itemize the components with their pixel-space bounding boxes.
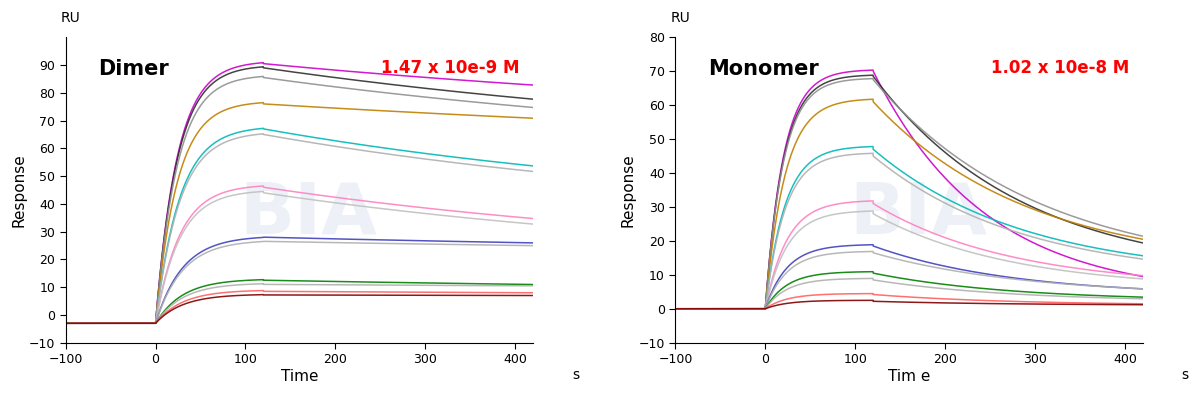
Text: Monomer: Monomer: [708, 58, 818, 79]
X-axis label: Time: Time: [281, 369, 318, 384]
Y-axis label: Response: Response: [620, 153, 636, 227]
Text: RU: RU: [61, 11, 80, 25]
Text: BIA: BIA: [850, 180, 988, 249]
Text: RU: RU: [671, 11, 690, 25]
Y-axis label: Response: Response: [11, 153, 26, 227]
Text: 1.02 x 10e-8 M: 1.02 x 10e-8 M: [991, 58, 1129, 77]
X-axis label: Tim e: Tim e: [888, 369, 930, 384]
Text: s: s: [572, 368, 580, 382]
Text: Dimer: Dimer: [98, 58, 169, 79]
Text: s: s: [1182, 368, 1189, 382]
Text: 1.47 x 10e-9 M: 1.47 x 10e-9 M: [380, 58, 520, 77]
Text: BIA: BIA: [240, 180, 378, 249]
